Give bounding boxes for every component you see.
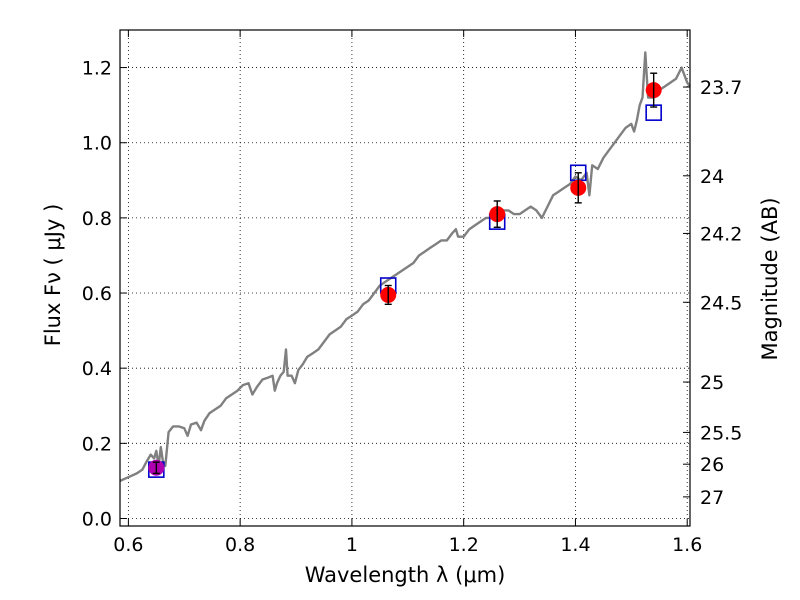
x-tick-label: 1.4 xyxy=(560,534,590,556)
x-tick-label: 1 xyxy=(346,534,358,556)
grid-layer xyxy=(120,30,690,526)
plot-frame xyxy=(119,29,691,527)
magnitude-tick-label: 24.2 xyxy=(700,223,742,245)
y-tick-label: 1.2 xyxy=(82,58,112,80)
magnitude-tick-label: 23.7 xyxy=(700,77,742,99)
series-layer xyxy=(119,51,691,482)
spectrum-line xyxy=(119,51,691,482)
y-tick-label: 0.2 xyxy=(82,433,112,455)
magnitude-tick-label: 26 xyxy=(700,454,724,476)
y-tick-label: 0.4 xyxy=(82,358,112,380)
x-tick-label: 0.8 xyxy=(225,534,255,556)
y-axis-title: Flux Fν ( μJy ) xyxy=(41,204,65,347)
magnitude-tick-label: 25 xyxy=(700,372,724,394)
magnitude-tick-label: 24 xyxy=(700,166,724,188)
y-tick-label: 0.8 xyxy=(82,208,112,230)
y-tick-label: 0.0 xyxy=(82,508,112,530)
x-tick-label: 0.6 xyxy=(113,534,143,556)
x-axis-title: Wavelength λ (μm) xyxy=(305,563,506,587)
right-axis-title: Magnitude (AB) xyxy=(758,197,782,360)
x-tick-label: 1.6 xyxy=(672,534,702,556)
magnitude-tick-label: 24.5 xyxy=(700,292,742,314)
tick-layer: 0.6 0.8 1 1.2 1.4 1.6 0.0 0.2 0.4 0.6 0.8 1.0 1.2 23.… xyxy=(82,30,742,556)
y-tick-label: 1.0 xyxy=(82,133,112,155)
magnitude-tick-label: 25.5 xyxy=(700,422,742,444)
frame-layer xyxy=(119,29,691,527)
y-tick-label: 0.6 xyxy=(82,283,112,305)
magnitude-tick-label: 27 xyxy=(700,487,724,509)
x-tick-label: 1.2 xyxy=(449,534,479,556)
